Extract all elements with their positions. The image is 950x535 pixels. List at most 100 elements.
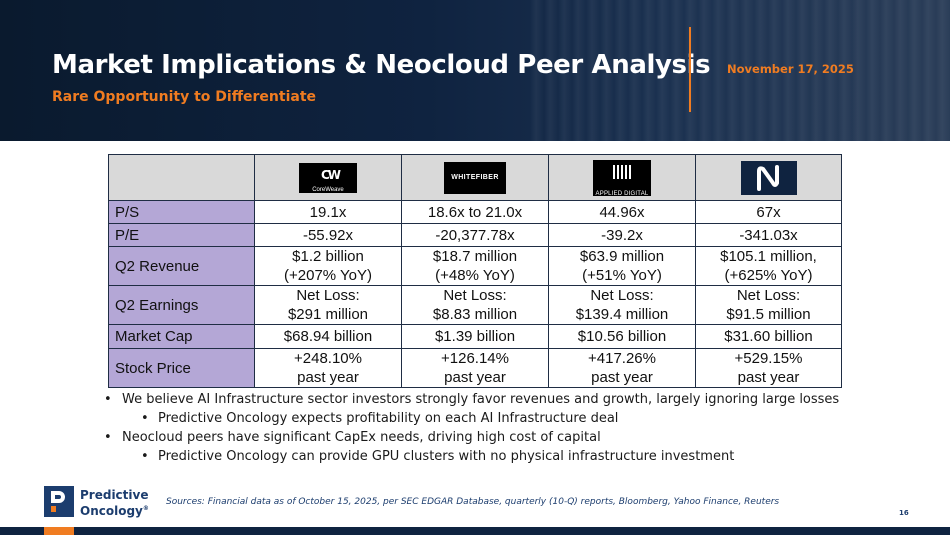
cell-line: $139.4 million <box>575 306 669 323</box>
table-cell: +417.26% past year <box>548 348 696 388</box>
slide-title: Market Implications & Neocloud Peer Anal… <box>52 50 711 80</box>
table-cell: $18.7 million (+48% YoY) <box>401 246 549 286</box>
table-cell: +126.14% past year <box>401 348 549 388</box>
cell-line: (+207% YoY) <box>284 267 372 284</box>
table-cell: $10.56 billion <box>548 324 696 349</box>
cell-line: $1.2 billion <box>292 248 364 265</box>
table-cell: 19.1x <box>254 200 402 224</box>
table-cell: $1.39 billion <box>401 324 549 349</box>
table-cell: $31.60 billion <box>695 324 842 349</box>
table-row: Market Cap $68.94 billion $1.39 billion $10… <box>108 324 842 349</box>
table-row: P/S 19.1x 18.6x to 21.0x 44.96x 67x <box>108 200 842 224</box>
table-cell: 67x <box>695 200 842 224</box>
table-cell: $105.1 million, (+625% YoY) <box>695 246 842 286</box>
cell-line: past year <box>737 369 800 386</box>
cell-line: $63.9 million <box>579 248 665 265</box>
table-cell: -20,377.78x <box>401 223 549 247</box>
brand-name: Predictive Oncology® <box>80 488 149 518</box>
cell-line: Net Loss: <box>590 287 654 304</box>
footer-bar <box>0 527 950 535</box>
cell-line: +417.26% <box>588 350 656 367</box>
table-cell: $1.2 billion (+207% YoY) <box>254 246 402 286</box>
cell-line: -20,377.78x <box>435 226 515 244</box>
cell-line: (+48% YoY) <box>435 267 515 284</box>
cell-line: $291 million <box>287 306 369 323</box>
cell-line: past year <box>297 369 359 386</box>
table-cell: -39.2x <box>548 223 696 247</box>
table-cell: $63.9 million (+51% YoY) <box>548 246 696 286</box>
cell-line: $1.39 billion <box>434 328 516 345</box>
table-cell: Net Loss: $291 million <box>254 285 402 325</box>
table-row: P/E -55.92x -20,377.78x -39.2x -341.03x <box>108 223 842 247</box>
peer-comparison-table: CW CoreWeave WHITEFIBER APPLIED DIGITAL <box>108 154 842 388</box>
peer-logo-cell <box>695 154 842 201</box>
cell-line: 44.96x <box>599 203 645 221</box>
cell-line: +126.14% <box>441 350 509 367</box>
coreweave-logo: CW CoreWeave <box>299 162 357 193</box>
cell-line: +529.15% <box>734 350 803 367</box>
brand-mark-icon <box>44 486 74 517</box>
cell-line: $68.94 billion <box>283 328 373 345</box>
slide-header: Market Implications & Neocloud Peer Anal… <box>0 0 950 141</box>
bullet-item: Predictive Oncology expects profitabilit… <box>104 409 839 428</box>
table-cell: $68.94 billion <box>254 324 402 349</box>
cell-line: $31.60 billion <box>724 328 813 345</box>
nebius-logo <box>740 160 797 195</box>
cell-line: -341.03x <box>739 226 798 244</box>
cell-line: -55.92x <box>302 226 354 244</box>
slide-date: November 17, 2025 <box>727 62 854 76</box>
predictive-oncology-logo: Predictive Oncology® <box>44 486 164 518</box>
sources-note: Sources: Financial data as of October 15… <box>166 497 780 507</box>
cell-line: 67x <box>756 203 781 221</box>
cell-line: $91.5 million <box>726 306 811 323</box>
cell-line: past year <box>444 369 506 386</box>
bullet-item: Predictive Oncology can provide GPU clus… <box>104 447 839 466</box>
cell-line: -39.2x <box>601 226 643 244</box>
row-label: Market Cap <box>108 324 255 349</box>
peer-logo-cell: CW CoreWeave <box>254 154 402 201</box>
cell-line: 18.6x to 21.0x <box>427 203 523 221</box>
cell-line: past year <box>591 369 653 386</box>
row-label: P/E <box>108 223 255 247</box>
peer-logo-cell: APPLIED DIGITAL <box>548 154 696 201</box>
table-cell: Net Loss: $8.83 million <box>401 285 549 325</box>
header-background-image <box>530 0 950 141</box>
bullet-item: Neocloud peers have significant CapEx ne… <box>104 428 839 447</box>
cell-line: Net Loss: <box>296 287 360 304</box>
applied-digital-logo: APPLIED DIGITAL <box>593 159 651 197</box>
footer-accent <box>44 527 74 535</box>
table-cell: -341.03x <box>695 223 842 247</box>
cell-line: $105.1 million, <box>720 248 817 265</box>
table-cell: Net Loss: $91.5 million <box>695 285 842 325</box>
table-row: Q2 Earnings Net Loss: $291 million Net Loss… <box>108 285 842 325</box>
cell-line: (+51% YoY) <box>582 267 662 284</box>
cell-line: $10.56 billion <box>577 328 667 345</box>
row-label: Q2 Revenue <box>108 246 255 286</box>
row-label: Stock Price <box>108 348 255 388</box>
cell-line: $18.7 million <box>432 248 518 265</box>
table-cell: 18.6x to 21.0x <box>401 200 549 224</box>
cell-line: Net Loss: <box>443 287 507 304</box>
cell-line: +248.10% <box>294 350 362 367</box>
table-cell: +248.10% past year <box>254 348 402 388</box>
whitefiber-logo: WHITEFIBER <box>444 161 506 194</box>
row-label: P/S <box>108 200 255 224</box>
cell-line: 19.1x <box>309 203 347 221</box>
row-label: Q2 Earnings <box>108 285 255 325</box>
cell-line: $8.83 million <box>432 306 518 323</box>
table-cell: Net Loss: $139.4 million <box>548 285 696 325</box>
cell-line: (+625% YoY) <box>724 267 813 284</box>
header-divider <box>689 27 691 112</box>
cell-line: Net Loss: <box>736 287 801 304</box>
table-cell: +529.15% past year <box>695 348 842 388</box>
table-cell: 44.96x <box>548 200 696 224</box>
logo-header-row: CW CoreWeave WHITEFIBER APPLIED DIGITAL <box>108 154 842 201</box>
table-row: Stock Price +248.10% past year +126.14% past… <box>108 348 842 388</box>
page-number: 16 <box>899 509 909 517</box>
takeaway-bullets: We believe AI Infrastructure sector inve… <box>104 390 839 466</box>
bullet-item: We believe AI Infrastructure sector inve… <box>104 390 839 409</box>
table-corner-cell <box>108 154 255 201</box>
slide-subtitle: Rare Opportunity to Differentiate <box>52 89 317 105</box>
peer-logo-cell: WHITEFIBER <box>401 154 549 201</box>
table-row: Q2 Revenue $1.2 billion (+207% YoY) $18.7 m… <box>108 246 842 286</box>
